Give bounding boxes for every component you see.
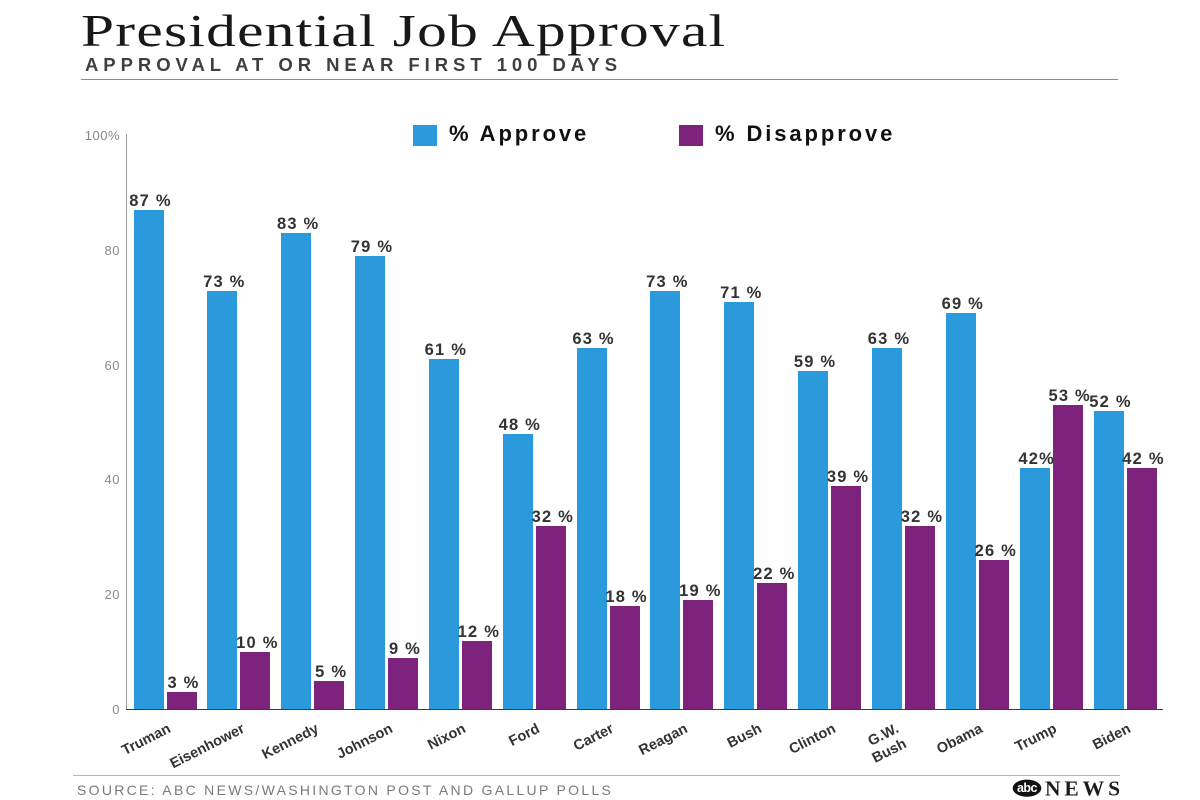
svg-text:NEWS: NEWS bbox=[1045, 777, 1124, 800]
svg-text:abc: abc bbox=[1017, 781, 1038, 795]
